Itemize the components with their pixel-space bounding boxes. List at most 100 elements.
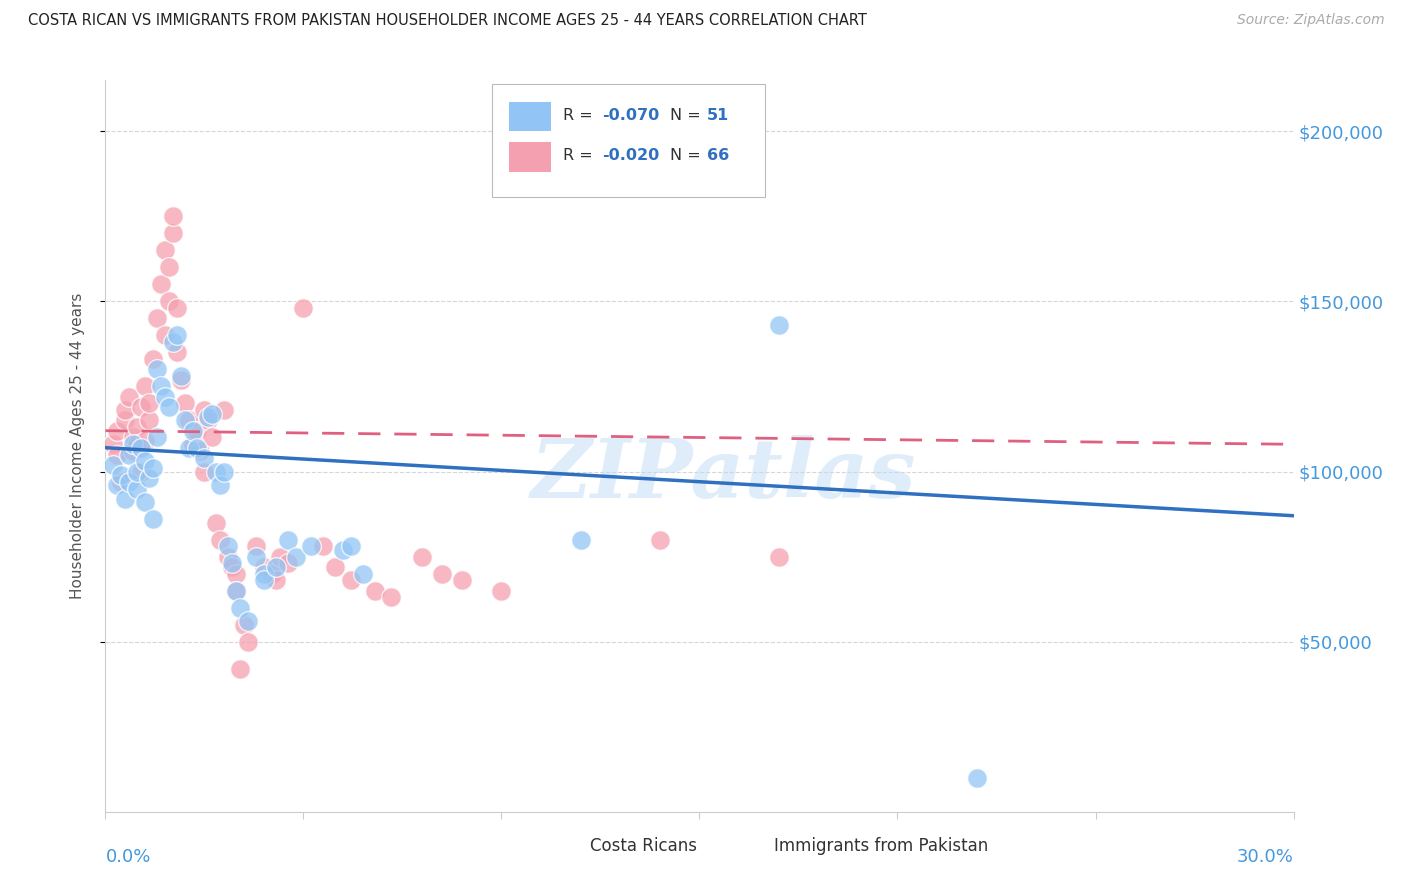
- Point: [209, 533, 232, 547]
- Point: [170, 369, 193, 384]
- Point: [105, 424, 128, 438]
- Point: [205, 516, 228, 530]
- Text: 30.0%: 30.0%: [1237, 848, 1294, 866]
- Point: [312, 540, 335, 554]
- Point: [236, 634, 259, 648]
- Point: [181, 424, 204, 438]
- Point: [193, 403, 215, 417]
- Point: [138, 413, 160, 427]
- Point: [253, 574, 276, 588]
- Point: [170, 373, 193, 387]
- Point: [149, 277, 172, 292]
- Point: [177, 413, 200, 427]
- Point: [134, 434, 156, 448]
- Text: R =: R =: [562, 148, 598, 163]
- Point: [153, 328, 176, 343]
- Point: [197, 410, 219, 425]
- Point: [127, 420, 149, 434]
- Point: [162, 210, 184, 224]
- Text: -0.020: -0.020: [602, 148, 659, 163]
- Point: [134, 379, 156, 393]
- Point: [129, 441, 152, 455]
- Point: [105, 478, 128, 492]
- Point: [127, 465, 149, 479]
- Point: [277, 557, 299, 571]
- Point: [177, 441, 200, 455]
- Point: [142, 461, 165, 475]
- Point: [491, 583, 513, 598]
- Point: [193, 450, 215, 465]
- Bar: [509, 143, 551, 171]
- Point: [162, 335, 184, 350]
- Point: [225, 566, 247, 581]
- Point: [284, 549, 307, 564]
- Point: [430, 566, 453, 581]
- Text: Immigrants from Pakistan: Immigrants from Pakistan: [775, 837, 988, 855]
- Point: [768, 549, 790, 564]
- Point: [146, 362, 169, 376]
- Point: [118, 448, 141, 462]
- Point: [110, 475, 132, 489]
- Point: [332, 542, 354, 557]
- Point: [450, 574, 472, 588]
- Point: [253, 559, 276, 574]
- Point: [411, 549, 433, 564]
- Point: [352, 566, 374, 581]
- Point: [157, 260, 180, 275]
- Point: [221, 557, 243, 571]
- Point: [229, 662, 252, 676]
- Point: [253, 566, 276, 581]
- Point: [118, 475, 141, 489]
- Point: [146, 311, 169, 326]
- Point: [277, 533, 299, 547]
- Bar: [717, 838, 762, 855]
- Point: [114, 491, 136, 506]
- Text: R =: R =: [562, 108, 598, 123]
- Point: [269, 549, 291, 564]
- Text: 51: 51: [707, 108, 728, 123]
- Text: -0.070: -0.070: [602, 108, 659, 123]
- Point: [260, 566, 283, 581]
- Point: [138, 396, 160, 410]
- Point: [173, 396, 195, 410]
- Point: [236, 614, 259, 628]
- Point: [149, 379, 172, 393]
- Point: [105, 448, 128, 462]
- Point: [201, 430, 224, 444]
- Point: [229, 600, 252, 615]
- Point: [340, 574, 363, 588]
- Text: ZIPatlas: ZIPatlas: [530, 435, 915, 516]
- Text: COSTA RICAN VS IMMIGRANTS FROM PAKISTAN HOUSEHOLDER INCOME AGES 25 - 44 YEARS CO: COSTA RICAN VS IMMIGRANTS FROM PAKISTAN …: [28, 13, 868, 29]
- Point: [217, 549, 239, 564]
- Point: [190, 444, 212, 458]
- Point: [292, 301, 315, 316]
- Point: [380, 591, 402, 605]
- Text: Source: ZipAtlas.com: Source: ZipAtlas.com: [1237, 13, 1385, 28]
- Point: [114, 403, 136, 417]
- Point: [166, 301, 188, 316]
- Point: [122, 437, 145, 451]
- Point: [648, 533, 671, 547]
- Point: [114, 413, 136, 427]
- Point: [162, 227, 184, 241]
- Point: [103, 437, 125, 451]
- Point: [153, 244, 176, 258]
- Point: [245, 540, 267, 554]
- Point: [966, 771, 988, 785]
- Point: [323, 559, 346, 574]
- Point: [225, 583, 247, 598]
- Text: N =: N =: [669, 148, 706, 163]
- Point: [129, 465, 152, 479]
- Point: [157, 294, 180, 309]
- Point: [197, 413, 219, 427]
- Point: [264, 574, 287, 588]
- Text: 66: 66: [707, 148, 728, 163]
- Point: [214, 403, 236, 417]
- Point: [201, 407, 224, 421]
- Point: [127, 437, 149, 451]
- Point: [134, 454, 156, 468]
- Point: [364, 583, 387, 598]
- Point: [122, 444, 145, 458]
- Point: [166, 345, 188, 359]
- Point: [103, 458, 125, 472]
